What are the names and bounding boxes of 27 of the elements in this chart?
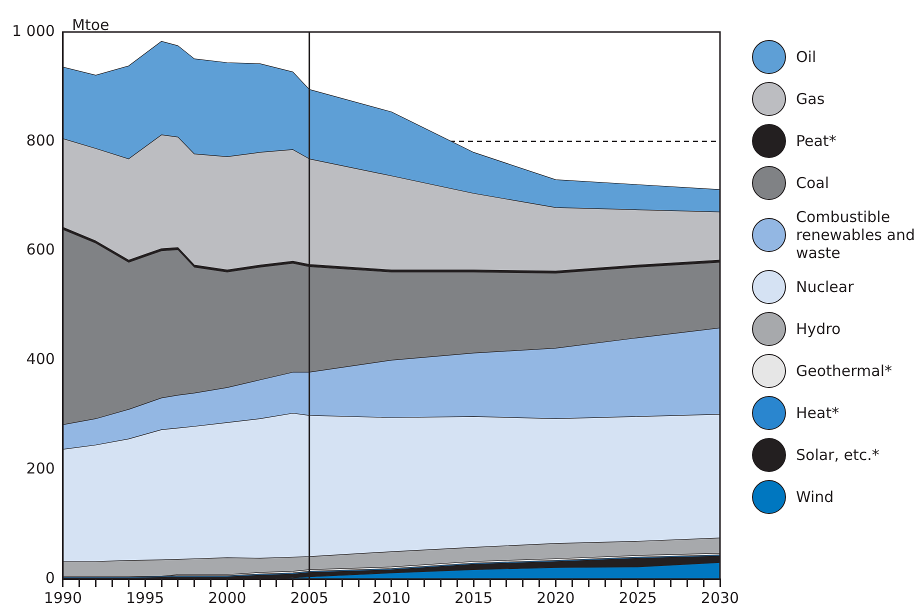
y-tick-label: 800 (26, 131, 55, 150)
x-tick-label: 2010 (372, 588, 411, 607)
legend-label: Combustible renewables and waste (796, 208, 916, 262)
legend-label: Heat* (796, 404, 840, 422)
x-tick-label: 2005 (290, 588, 328, 607)
x-tick-label: 2015 (454, 588, 493, 607)
x-tick-label: 2020 (536, 588, 575, 607)
x-tick-label: 1990 (44, 588, 82, 607)
legend-label: Gas (796, 90, 825, 108)
legend-label: Hydro (796, 320, 841, 338)
legend-label: Geothermal* (796, 362, 892, 380)
y-tick-label: 0 (45, 568, 55, 587)
legend-label: Oil (796, 48, 816, 66)
y-tick-label: 200 (26, 459, 55, 478)
legend-label: Coal (796, 174, 830, 192)
legend-label: Wind (796, 488, 834, 506)
x-tick-label: 2030 (700, 588, 740, 607)
x-tick-label: 2000 (208, 588, 246, 607)
y-tick-label: 400 (26, 350, 55, 368)
x-tick-label: 1995 (126, 588, 164, 607)
legend-label: Solar, etc.* (796, 446, 880, 464)
x-tick-label: 2025 (618, 588, 657, 607)
legend-label: Nuclear (796, 278, 854, 296)
y-tick-label: 1 000 (12, 22, 55, 40)
y-tick-label: 600 (26, 240, 55, 259)
y-axis-title: Mtoe (72, 16, 110, 34)
legend-label: Peat* (796, 132, 836, 150)
